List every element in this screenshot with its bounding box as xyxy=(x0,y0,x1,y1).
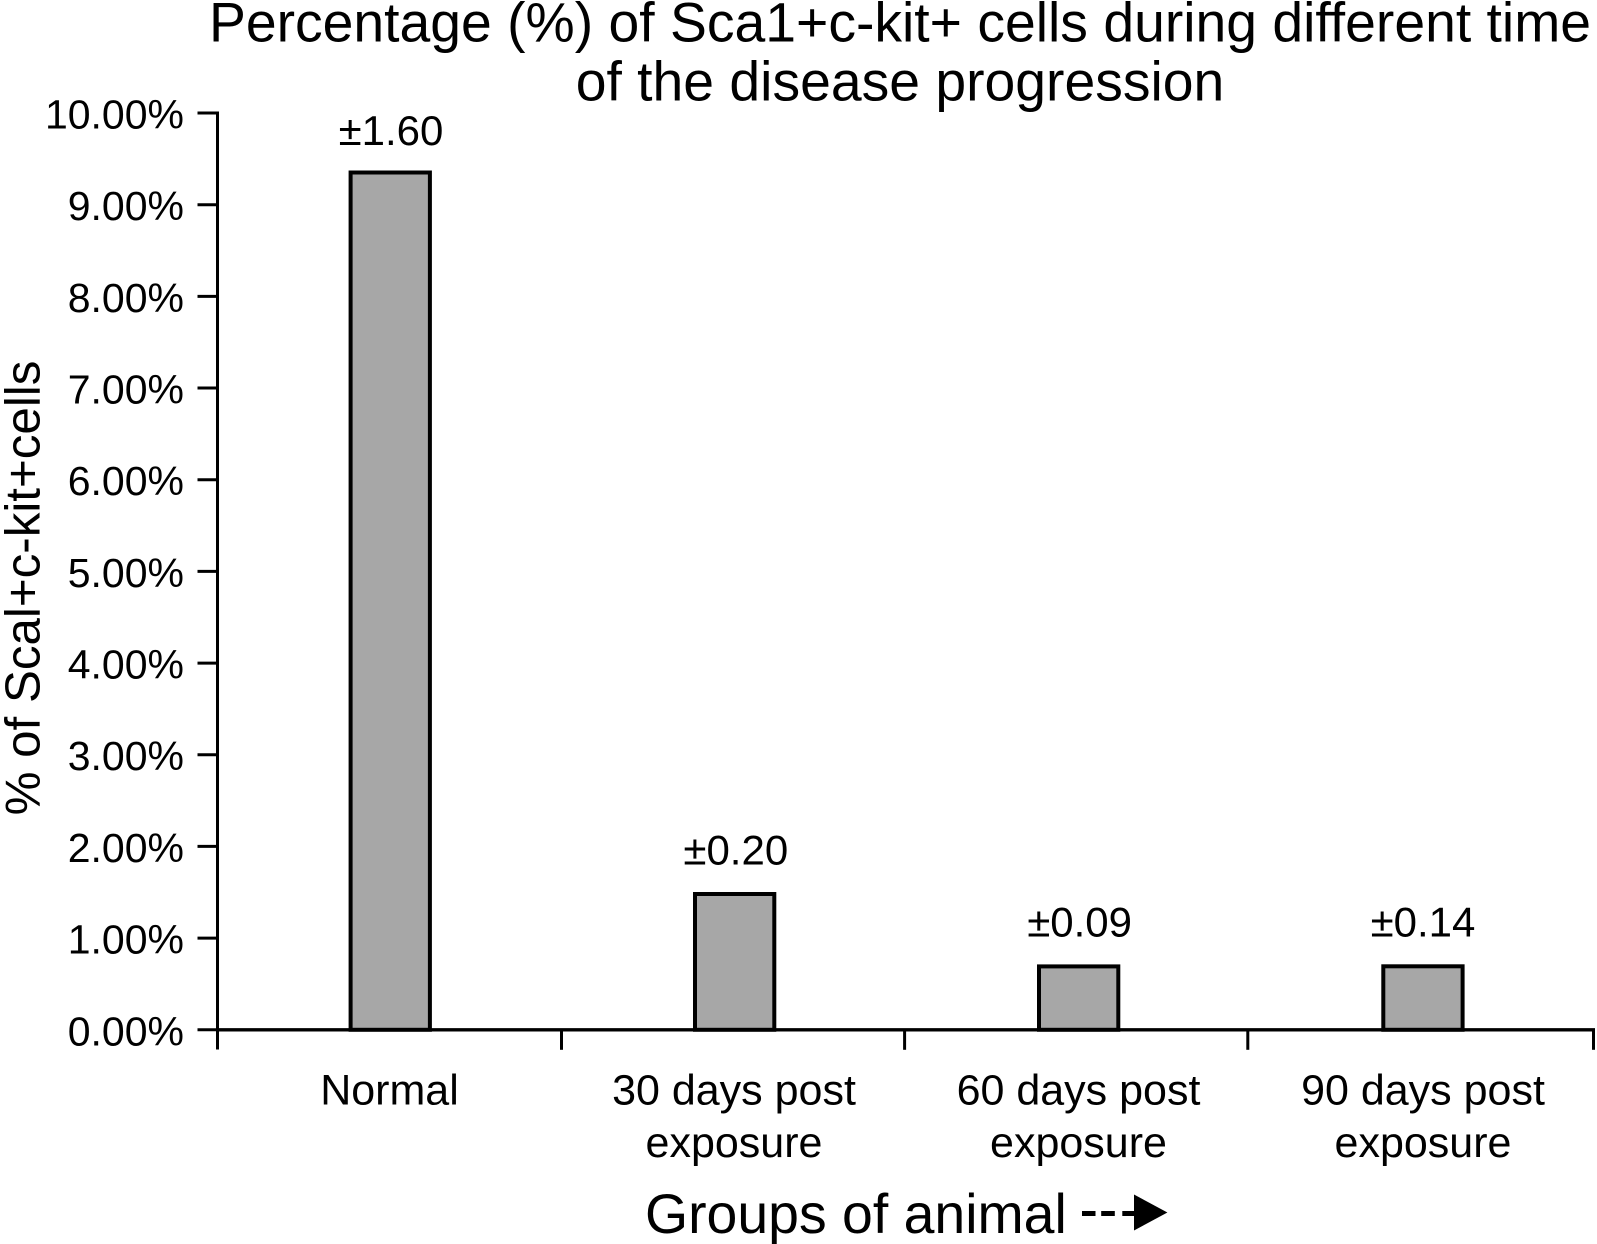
svg-text:7.00%: 7.00% xyxy=(68,367,184,413)
svg-text:8.00%: 8.00% xyxy=(68,275,184,321)
svg-text:of the disease progression: of the disease progression xyxy=(576,51,1225,113)
svg-text:2.00%: 2.00% xyxy=(68,825,184,871)
svg-text:exposure: exposure xyxy=(646,1119,823,1167)
svg-text:±0.14: ±0.14 xyxy=(1371,898,1476,945)
svg-text:Percentage (%) of Sca1+c-kit+: Percentage (%) of Sca1+c-kit+ cells duri… xyxy=(209,0,1591,54)
svg-text:60 days post: 60 days post xyxy=(957,1067,1201,1115)
svg-text:0.00%: 0.00% xyxy=(68,1008,184,1054)
svg-text:4.00%: 4.00% xyxy=(68,642,184,688)
svg-text:Normal: Normal xyxy=(320,1067,459,1115)
svg-text:±0.09: ±0.09 xyxy=(1027,898,1132,945)
svg-text:9.00%: 9.00% xyxy=(68,183,184,229)
svg-text:90 days post: 90 days post xyxy=(1301,1067,1545,1115)
svg-text:5.00%: 5.00% xyxy=(68,550,184,596)
svg-text:6.00%: 6.00% xyxy=(68,458,184,504)
svg-text:Groups of animal: Groups of animal xyxy=(645,1183,1067,1244)
svg-text:1.00%: 1.00% xyxy=(68,917,184,963)
svg-text:3.00%: 3.00% xyxy=(68,733,184,779)
svg-text:30 days post: 30 days post xyxy=(612,1067,856,1115)
svg-text:exposure: exposure xyxy=(990,1119,1167,1167)
svg-text:±1.60: ±1.60 xyxy=(339,107,444,154)
svg-text:% of Scal+c-kit+cells: % of Scal+c-kit+cells xyxy=(0,361,51,816)
svg-text:10.00%: 10.00% xyxy=(45,92,184,138)
svg-text:±0.20: ±0.20 xyxy=(683,827,788,874)
svg-text:exposure: exposure xyxy=(1335,1119,1512,1167)
